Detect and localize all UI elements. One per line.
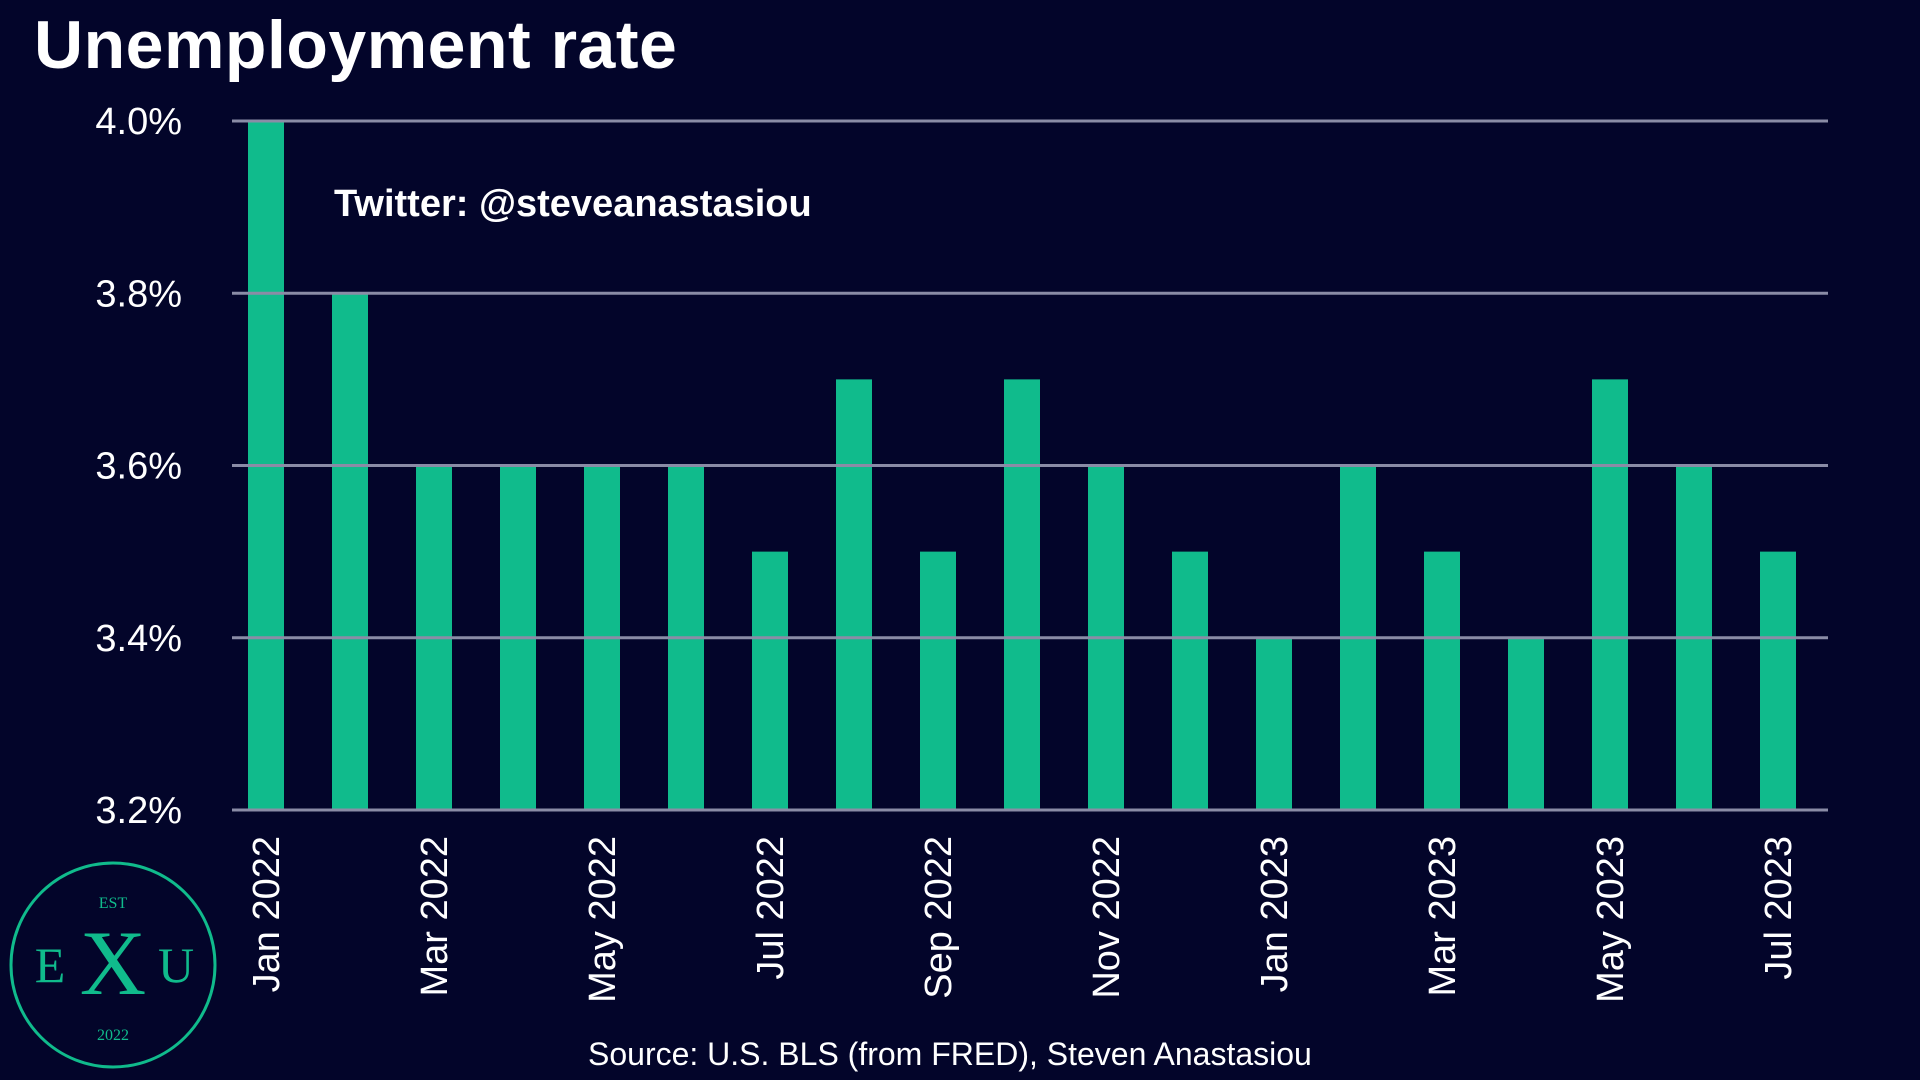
x-tick-label: Jul 2022: [750, 836, 792, 980]
bar: [1004, 379, 1040, 810]
logo-letter-e: E: [35, 937, 66, 993]
y-tick-label: 3.2%: [95, 790, 182, 832]
bar: [1172, 551, 1208, 810]
x-tick-label: May 2023: [1590, 836, 1632, 1003]
twitter-watermark: Twitter: @steveanastasiou: [334, 183, 812, 225]
logo-est-text: EST: [99, 895, 128, 912]
logo-ring: [9, 861, 217, 1069]
bar: [1256, 637, 1292, 810]
gridlines: [232, 119, 1828, 812]
bar: [752, 551, 788, 810]
chart-title: Unemployment rate: [34, 7, 678, 83]
y-axis-tick-labels: 3.2% 3.4% 3.6% 3.8% 4.0%: [95, 101, 182, 832]
x-axis-tick-labels: Jan 2022 Mar 2022 May 2022 Jul 2022 Sep 2022…: [246, 836, 1800, 1003]
bar: [1424, 551, 1460, 810]
x-tick-label: Jul 2023: [1758, 836, 1800, 980]
y-tick-label: 3.8%: [95, 273, 182, 315]
bar: [1592, 379, 1628, 810]
y-tick-label: 3.6%: [95, 446, 182, 488]
exu-logo: EST E X U 2022: [9, 861, 217, 1069]
bar: [332, 293, 368, 810]
logo-letter-u: U: [158, 937, 194, 993]
x-tick-label: Sep 2022: [918, 836, 960, 999]
bar: [920, 551, 956, 810]
y-tick-label: 4.0%: [95, 101, 182, 143]
bar: [1760, 551, 1796, 810]
logo-year-text: 2022: [97, 1027, 129, 1044]
x-tick-label: Mar 2022: [414, 836, 456, 997]
x-tick-label: Mar 2023: [1422, 836, 1464, 997]
x-tick-label: Jan 2023: [1254, 836, 1296, 992]
x-tick-label: Nov 2022: [1086, 836, 1128, 999]
bar: [1508, 637, 1544, 810]
x-tick-label: Jan 2022: [246, 836, 288, 992]
y-tick-label: 3.4%: [95, 618, 182, 660]
logo-letter-x: X: [80, 912, 146, 1014]
source-note: Source: U.S. BLS (from FRED), Steven Ana…: [588, 1036, 1312, 1072]
x-tick-label: May 2022: [582, 836, 624, 1003]
bar: [836, 379, 872, 810]
